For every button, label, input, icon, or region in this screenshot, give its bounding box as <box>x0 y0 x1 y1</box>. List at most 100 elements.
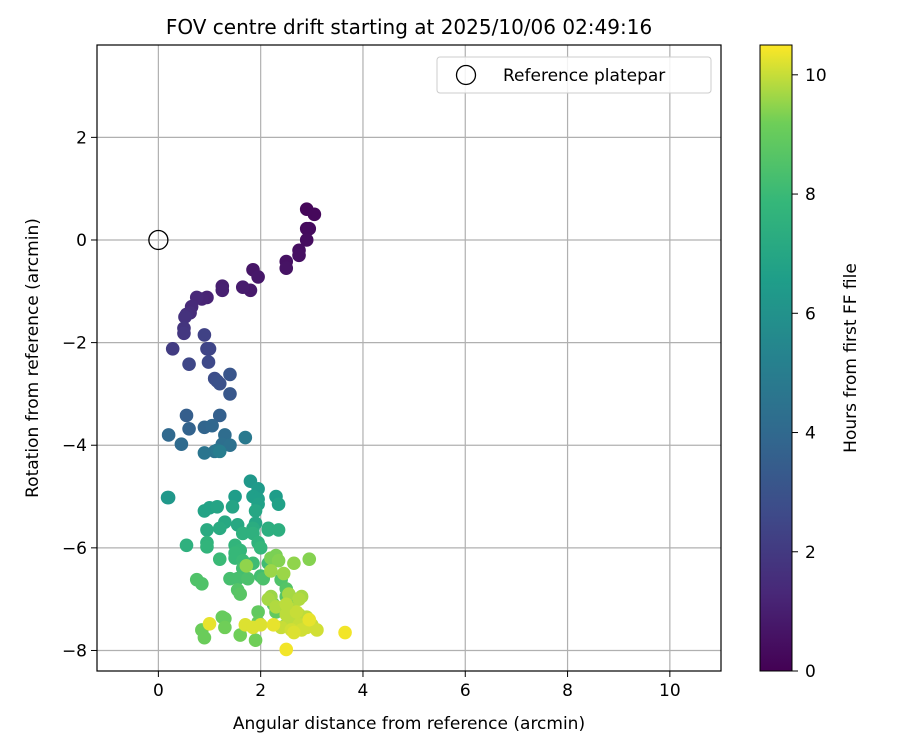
data-point <box>307 207 322 222</box>
data-point <box>174 437 189 452</box>
data-point <box>266 618 281 632</box>
y-tick-label: −2 <box>62 334 87 354</box>
x-axis-ticks: 0 2 4 6 8 10 <box>153 671 681 701</box>
data-point <box>179 538 194 553</box>
data-point <box>279 261 294 276</box>
colorbar-tick-label: 2 <box>805 543 816 563</box>
y-axis-ticks: −8 −6 −4 −2 0 2 <box>62 128 97 661</box>
data-point <box>212 408 227 423</box>
x-tick-label: 10 <box>659 681 681 701</box>
data-point <box>233 628 248 642</box>
data-point <box>197 446 212 460</box>
data-points <box>148 202 352 657</box>
y-tick-label: −4 <box>62 436 87 456</box>
colorbar-tick-label: 0 <box>805 662 816 682</box>
data-point <box>338 625 352 640</box>
data-point <box>271 497 286 512</box>
data-point <box>253 618 268 632</box>
data-point <box>251 605 265 619</box>
y-tick-label: −6 <box>62 539 87 559</box>
data-point <box>200 540 214 554</box>
data-point <box>248 633 263 648</box>
x-tick-label: 8 <box>562 681 573 701</box>
data-point <box>302 612 317 627</box>
legend-marker-icon <box>455 64 477 86</box>
data-point <box>261 523 276 537</box>
colorbar-tick-label: 10 <box>805 66 827 86</box>
data-point <box>228 489 242 504</box>
data-point <box>195 576 209 591</box>
data-point <box>276 566 291 581</box>
reference-platepar-marker <box>148 229 169 251</box>
data-point <box>218 620 232 635</box>
grid-lines <box>97 45 721 671</box>
data-point <box>287 625 301 640</box>
colorbar-ticks: 0 2 4 6 8 10 <box>792 66 827 682</box>
data-point <box>235 526 250 541</box>
data-point <box>279 642 294 657</box>
colorbar-tick-label: 4 <box>805 424 816 444</box>
data-point <box>223 438 237 453</box>
data-point <box>212 376 227 391</box>
data-point <box>287 556 301 571</box>
data-point <box>212 444 227 459</box>
plot-frame <box>96 44 722 672</box>
data-point <box>238 430 253 445</box>
data-point <box>182 357 196 371</box>
data-point <box>202 616 217 631</box>
data-point <box>251 270 265 284</box>
data-point <box>233 587 248 601</box>
data-point <box>177 326 191 341</box>
y-tick-label: 2 <box>76 128 87 148</box>
x-tick-label: 2 <box>255 681 266 701</box>
data-point <box>282 587 296 601</box>
data-point <box>225 500 240 514</box>
data-point <box>212 552 227 566</box>
data-point <box>302 221 317 236</box>
data-point <box>202 341 217 356</box>
x-axis-label: Angular distance from reference (arcmin) <box>233 714 585 734</box>
data-point <box>292 592 306 606</box>
colorbar-tick-label: 8 <box>805 185 816 205</box>
data-point <box>239 559 254 573</box>
data-point <box>299 233 314 247</box>
legend-label: Reference platepar <box>503 66 665 86</box>
chart-title: FOV centre drift starting at 2025/10/06 … <box>166 15 652 39</box>
data-point <box>161 428 176 442</box>
y-axis-label: Rotation from reference (arcmin) <box>23 218 43 498</box>
data-point <box>310 623 324 637</box>
data-point <box>248 504 263 518</box>
data-point <box>302 552 317 566</box>
data-point <box>289 605 304 619</box>
data-point <box>197 328 212 342</box>
legend: Reference platepar <box>436 56 712 94</box>
data-point <box>271 553 286 568</box>
data-point <box>212 521 227 536</box>
data-point <box>210 500 224 514</box>
data-point <box>201 355 216 369</box>
data-point <box>223 367 237 382</box>
data-point <box>160 490 175 505</box>
colorbar-tick-label: 6 <box>805 304 816 324</box>
data-point <box>253 541 268 555</box>
x-tick-label: 4 <box>358 681 369 701</box>
data-point <box>292 248 306 263</box>
data-point <box>205 418 219 433</box>
colorbar-label: Hours from first FF file <box>841 263 861 453</box>
data-point <box>215 283 230 298</box>
y-tick-label: 0 <box>76 231 87 251</box>
data-point <box>182 422 196 436</box>
data-point <box>197 630 212 645</box>
data-point <box>230 571 245 586</box>
y-tick-label: −8 <box>62 641 87 661</box>
data-point <box>165 341 180 356</box>
data-point <box>269 600 283 614</box>
data-point <box>271 523 286 537</box>
colorbar-gradient <box>759 44 793 672</box>
data-point <box>264 564 278 578</box>
data-point <box>178 310 192 324</box>
data-point <box>235 280 250 294</box>
data-point <box>200 523 214 537</box>
x-tick-label: 6 <box>460 681 471 701</box>
